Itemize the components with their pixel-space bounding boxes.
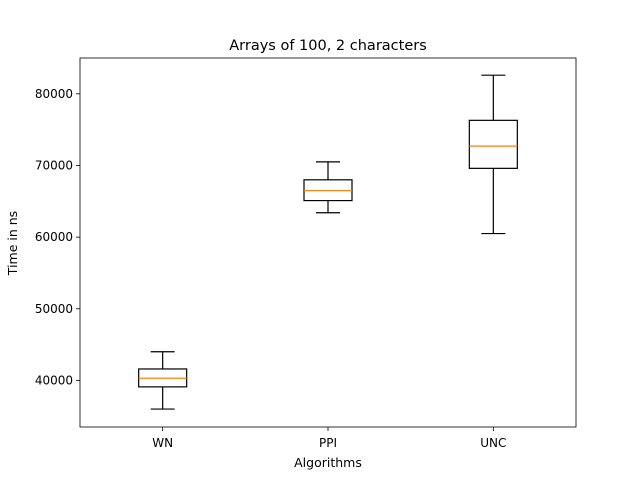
y-tick-label: 40000 [35,373,73,387]
y-tick-label: 50000 [35,302,73,316]
x-tick-label: PPI [319,436,337,450]
y-tick-label: 80000 [35,87,73,101]
x-axis-label: Algorithms [294,455,362,470]
plot-area: 40000 50000 60000 70000 80000 WN PPI UNC [35,57,577,450]
y-tick-label: 70000 [35,158,73,172]
box-unc [468,119,518,169]
x-tick-label: WN [152,436,173,450]
chart-title: Arrays of 100, 2 characters [229,38,427,54]
y-axis-label: Time in ns [5,211,20,276]
axes-frame [79,57,577,428]
x-tick-label: UNC [480,436,506,450]
y-tick-label: 60000 [35,230,73,244]
